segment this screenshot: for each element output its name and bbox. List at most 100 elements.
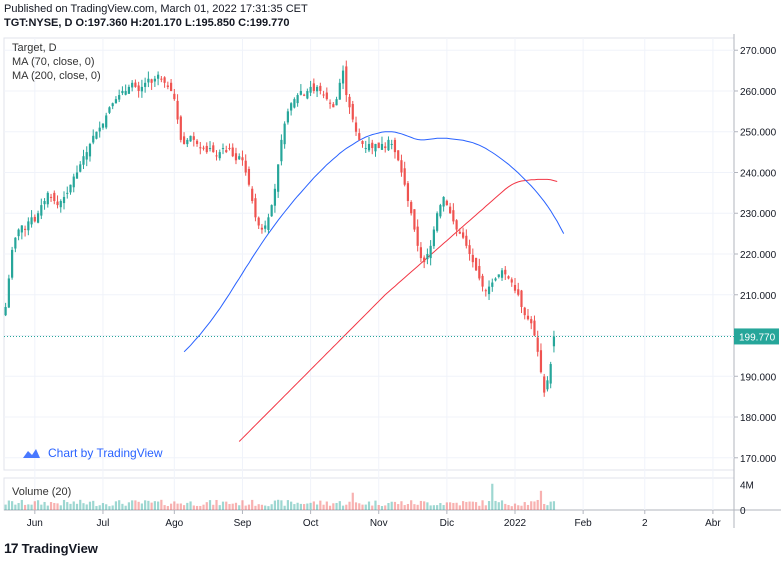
- candle-body: [105, 115, 108, 128]
- volume-bar: [439, 503, 442, 510]
- candle-body: [504, 269, 507, 275]
- volume-bar: [510, 506, 513, 510]
- candle-body: [484, 290, 487, 292]
- watermark-label: Chart by TradingView: [48, 446, 163, 460]
- volume-bar: [338, 501, 341, 510]
- symbol-legend: Target, D: [12, 42, 57, 54]
- volume-bar: [79, 499, 82, 510]
- candle-body: [358, 133, 361, 140]
- candle-body: [487, 286, 491, 295]
- volume-bar: [221, 501, 225, 510]
- candle-body: [468, 245, 471, 254]
- candle-body: [419, 247, 423, 259]
- volume-bar: [17, 503, 20, 510]
- tradingview-footer[interactable]: 17 TradingView: [4, 540, 98, 556]
- volume-bar: [270, 504, 273, 510]
- candle-body: [251, 188, 254, 202]
- candle-body: [14, 237, 17, 249]
- candle-body: [400, 160, 403, 173]
- candle-body: [85, 152, 88, 160]
- volume-bar: [72, 501, 75, 510]
- volume-bar: [212, 504, 215, 510]
- x-tick-label: 2022: [504, 518, 527, 529]
- candle-body: [186, 139, 189, 145]
- ma70-line: [183, 131, 565, 353]
- candle-body: [309, 86, 312, 93]
- candle-body: [36, 213, 40, 223]
- candle-body: [445, 200, 448, 206]
- volume-bar: [432, 505, 435, 510]
- volume-bar: [179, 503, 182, 510]
- candle-body: [62, 196, 66, 204]
- volume-bar: [491, 483, 494, 510]
- volume-bar: [497, 502, 500, 510]
- candle-body: [380, 143, 384, 150]
- volume-bar: [163, 505, 166, 510]
- volume-bar: [351, 492, 354, 510]
- candle-body: [471, 254, 474, 263]
- candle-body: [238, 156, 241, 160]
- candle-body: [458, 231, 461, 234]
- candle-body: [182, 136, 186, 144]
- x-tick-label: Abr: [705, 518, 721, 529]
- volume-bar: [410, 500, 413, 510]
- candle-body: [231, 147, 234, 157]
- candle-body: [513, 284, 517, 291]
- candle-body: [241, 157, 244, 161]
- ma200-legend: MA (200, close, 0): [12, 70, 101, 82]
- tradingview-watermark[interactable]: Chart by TradingView: [20, 446, 163, 460]
- candle-body: [348, 96, 351, 108]
- x-tick-label: Sep: [234, 518, 252, 529]
- y-tick-label: 180.000: [740, 413, 777, 424]
- volume-bar: [173, 501, 176, 510]
- volume-bar: [160, 499, 163, 510]
- volume-bar: [59, 505, 62, 510]
- candle-body: [449, 206, 452, 214]
- candle-body: [455, 220, 458, 230]
- candle-body: [23, 228, 27, 230]
- candle-body: [549, 364, 552, 384]
- volume-bar: [494, 500, 497, 510]
- candle-body: [335, 99, 338, 106]
- volume-bar: [280, 500, 283, 510]
- volume-bar: [231, 503, 234, 510]
- candle-body: [43, 201, 46, 205]
- volume-bar: [4, 504, 7, 510]
- candle-body: [79, 164, 82, 172]
- volume-bar: [552, 501, 556, 510]
- volume-bar: [361, 504, 364, 510]
- candle-body: [461, 232, 465, 238]
- candle-body: [315, 86, 319, 92]
- candle-body: [552, 336, 556, 347]
- volume-bar: [442, 505, 445, 510]
- candle-body: [510, 279, 513, 283]
- candle-body: [312, 83, 315, 91]
- x-tick-label: Dic: [440, 518, 454, 529]
- candle-body: [82, 156, 85, 165]
- volume-bar: [445, 502, 448, 510]
- volume-bar: [85, 504, 88, 510]
- volume-bar: [520, 505, 523, 510]
- volume-bar: [322, 504, 325, 510]
- volume-bar: [507, 505, 510, 510]
- volume-bar: [205, 502, 208, 510]
- volume-bar: [131, 500, 134, 510]
- volume-bar: [299, 503, 302, 510]
- candle-body: [228, 147, 231, 149]
- volume-bar: [225, 501, 228, 510]
- candle-body: [202, 147, 205, 149]
- volume-bar: [218, 505, 221, 510]
- candle-body: [260, 227, 264, 230]
- volume-bar: [234, 502, 238, 510]
- volume-bar: [134, 500, 137, 510]
- volume-bar: [309, 502, 312, 510]
- candle-body: [546, 380, 549, 390]
- candle-body: [234, 153, 238, 161]
- volume-bar: [33, 501, 36, 510]
- volume-bar: [105, 504, 108, 510]
- volume-legend: Volume (20): [12, 486, 72, 498]
- candle-body: [474, 257, 478, 271]
- volume-bar: [92, 500, 95, 510]
- candle-body: [88, 143, 92, 157]
